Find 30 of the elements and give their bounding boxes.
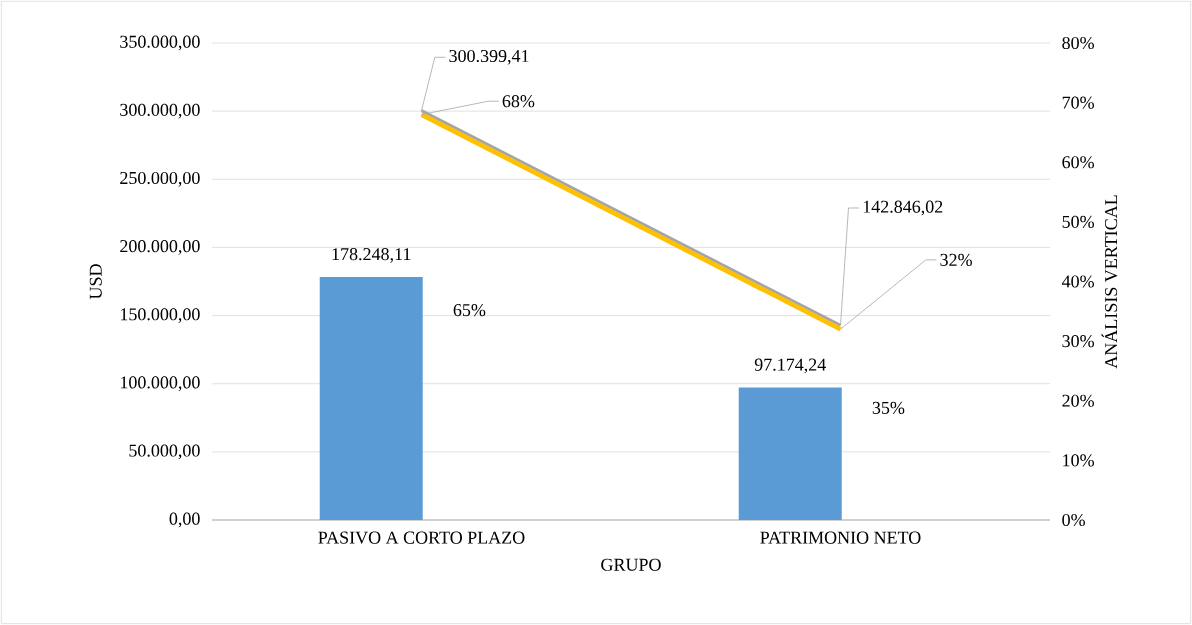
- data-label: 300.399,41: [449, 49, 529, 65]
- x-tick-label: PASIVO A CORTO PLAZO: [318, 531, 525, 544]
- y-tick-label: 250.000,00: [120, 171, 200, 187]
- y-tick-label: 50.000,00: [129, 444, 200, 460]
- y-axis-title: USD: [89, 264, 102, 300]
- x-axis-title: GRUPO: [601, 558, 661, 571]
- data-label: 32%: [940, 253, 972, 266]
- annotation: 35%: [872, 401, 905, 414]
- data-label: 178.248,11: [332, 248, 411, 263]
- y2-tick-label: 0%: [1062, 513, 1085, 527]
- y-tick-label: 350.000,00: [120, 35, 200, 51]
- y2-tick-label: 30%: [1062, 335, 1094, 348]
- y2-tick-label: 20%: [1062, 394, 1094, 407]
- annotation: 65%: [453, 304, 486, 317]
- y-tick-label: 200.000,00: [120, 240, 200, 255]
- y2-axis-title: ANÁLISIS VERTICAL: [1101, 195, 1118, 369]
- y-tick-label: 300.000,00: [120, 103, 200, 119]
- data-label: 97.174,24: [754, 358, 826, 374]
- x-tick-label: PATRIMONIO NETO: [760, 531, 921, 544]
- y2-tick-label: 70%: [1062, 96, 1094, 109]
- data-label: 68%: [502, 95, 535, 108]
- y-tick-label: 0,00: [169, 512, 200, 528]
- y2-tick-label: 60%: [1062, 156, 1094, 169]
- y2-tick-label: 50%: [1062, 215, 1094, 228]
- data-label: 142.846,02: [863, 200, 943, 216]
- y2-tick-label: 40%: [1061, 275, 1094, 288]
- y-tick-label: 150.000,00: [120, 308, 200, 323]
- y-tick-label: 100.000,00: [120, 376, 200, 392]
- y2-tick-label: 80%: [1062, 36, 1094, 50]
- y2-tick-label: 10%: [1063, 454, 1094, 467]
